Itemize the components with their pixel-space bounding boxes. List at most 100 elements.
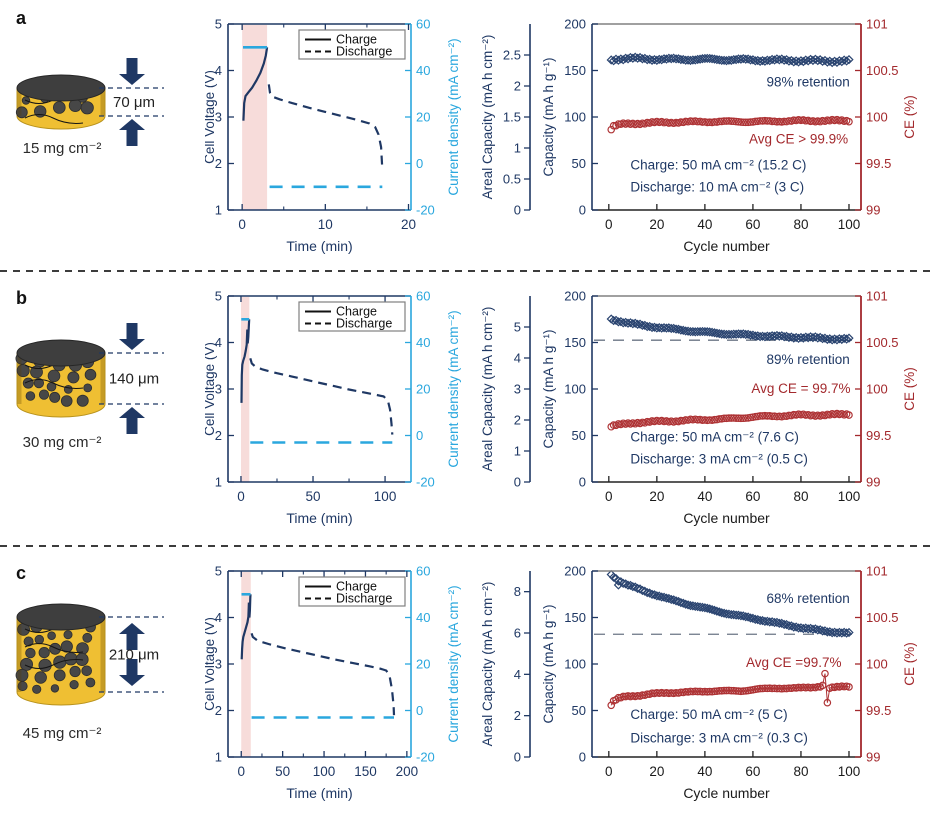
row-divider-2 xyxy=(0,545,931,547)
x-axis-label: Time (min) xyxy=(286,510,352,526)
electrode-cylinder xyxy=(15,603,106,706)
annotation: 89% retention xyxy=(767,352,850,367)
right-tick-label: 20 xyxy=(416,110,430,125)
ce-tick-label: 99 xyxy=(866,203,880,218)
panel-a: a 70 μm 15 mg cm⁻² 1 2 3 4 5 -20 0 20 40 60 0 10 20 Ti… xyxy=(0,0,931,272)
panel-label-b: b xyxy=(16,288,27,308)
capacity-tick-label: 150 xyxy=(564,610,586,625)
arrow-up-icon xyxy=(119,119,145,146)
areal-tick-label: 3 xyxy=(514,382,521,397)
ce-tick-label: 100 xyxy=(866,382,888,397)
electrode-schematic-svg-b: 140 μm 30 mg cm⁻² xyxy=(15,323,164,451)
ce-axis-label: CE (%) xyxy=(902,367,917,411)
x-tick-label: 100 xyxy=(374,489,397,504)
series xyxy=(240,593,396,719)
annotations: 98% retention Avg CE > 99.9% Charge: 50 mA… xyxy=(630,75,849,195)
areal-tick-label: 8 xyxy=(514,584,521,599)
capacity-tick-label: 200 xyxy=(564,564,586,579)
ce-tick-label: 101 xyxy=(866,17,888,32)
legend-label: Discharge xyxy=(336,592,392,606)
axes: 0 50 100 150 200 99 99.5 100 100.5 101 0 20 40 60 80 10… xyxy=(564,564,898,780)
areal-tick-label: 4 xyxy=(514,351,521,366)
right-tick-label: 20 xyxy=(416,382,430,397)
annotation: Discharge: 3 mA cm⁻² (0.3 C) xyxy=(630,730,807,745)
x-tick-label: 100 xyxy=(838,489,861,504)
current-axis-label: Current density (mA cm⁻²) xyxy=(446,310,461,467)
left-tick-label: 3 xyxy=(215,382,222,397)
capacity-tick-label: 200 xyxy=(564,17,586,32)
areal-tick-label: 0 xyxy=(514,750,521,765)
left-tick-label: 1 xyxy=(215,203,222,218)
areal-tick-label: 1.5 xyxy=(503,110,521,125)
areal-axis: 0 1 2 3 4 5 xyxy=(514,296,531,490)
x-tick-label: 20 xyxy=(649,217,664,232)
left-tick-label: 1 xyxy=(215,750,222,765)
left-tick-label: 3 xyxy=(215,110,222,125)
series xyxy=(606,52,854,134)
mass-loading-label: 15 mg cm⁻² xyxy=(23,140,102,157)
left-tick-label: 2 xyxy=(215,156,222,171)
areal-tick-label: 6 xyxy=(514,626,521,641)
right-tick-label: 40 xyxy=(416,63,430,78)
areal-tick-label: 0 xyxy=(514,475,521,490)
cycling-chart-c: 0 2 4 6 8 Areal Capacity (mA h cm⁻²) Capacity … xyxy=(440,547,931,814)
arrow-down-icon xyxy=(119,659,145,686)
series-capacity xyxy=(606,52,854,68)
thickness-label: 70 μm xyxy=(113,94,155,111)
x-tick-label: 80 xyxy=(793,217,808,232)
x-tick-label: 20 xyxy=(401,217,416,232)
left-tick-label: 2 xyxy=(215,703,222,718)
annotations: 89% retention Avg CE = 99.7% Charge: 50 mA… xyxy=(630,352,850,467)
panel-label-c: c xyxy=(16,563,27,583)
cycling-chart-svg-c: 0 2 4 6 8 Areal Capacity (mA h cm⁻²) Capacity … xyxy=(480,564,917,802)
annotation: Avg CE > 99.9% xyxy=(749,131,848,146)
capacity-axis-label: Capacity (mA h g⁻¹) xyxy=(541,605,556,724)
x-tick-label: 60 xyxy=(745,764,760,779)
right-tick-label: 0 xyxy=(416,156,423,171)
annotation: Charge: 50 mA cm⁻² (15.2 C) xyxy=(630,157,806,172)
ce-tick-label: 99 xyxy=(866,750,880,765)
thickness-label: 140 μm xyxy=(109,371,159,388)
annotation: Charge: 50 mA cm⁻² (7.6 C) xyxy=(630,429,798,444)
ce-tick-label: 99.5 xyxy=(866,156,891,171)
legend-label: Discharge xyxy=(336,45,392,59)
arrow-down-icon xyxy=(119,323,145,350)
legend-label: Charge xyxy=(336,580,377,594)
right-tick-label: 20 xyxy=(416,657,430,672)
axes: 1 2 3 4 5 -20 0 20 40 60 0 50 100 xyxy=(215,289,435,505)
series xyxy=(240,318,394,444)
capacity-axis-label: Capacity (mA h g⁻¹) xyxy=(541,330,556,449)
mass-loading-label: 45 mg cm⁻² xyxy=(23,725,102,742)
current-axis-label: Current density (mA cm⁻²) xyxy=(446,38,461,195)
x-tick-label: 20 xyxy=(649,764,664,779)
capacity-tick-label: 0 xyxy=(579,750,586,765)
panel-b: b 140 μm 30 mg cm⁻² 1 2 3 4 5 -20 0 20 40 60 0 50 100… xyxy=(0,272,931,547)
x-tick-label: 40 xyxy=(697,489,712,504)
thickness-markers xyxy=(99,323,164,434)
annotation: Charge: 50 mA cm⁻² (5 C) xyxy=(630,707,787,722)
areal-axis-label: Areal Capacity (mA h cm⁻²) xyxy=(480,307,495,472)
legend-label: Charge xyxy=(336,305,377,319)
x-tick-label: 0 xyxy=(238,217,246,232)
areal-tick-label: 2.5 xyxy=(503,48,521,63)
row-divider-1 xyxy=(0,270,931,272)
areal-tick-label: 2 xyxy=(514,708,521,723)
voltage-profile-chart-b: 1 2 3 4 5 -20 0 20 40 60 0 50 100 Time (min) Cell Volt… xyxy=(205,272,480,547)
ce-tick-label: 100 xyxy=(866,110,888,125)
x-tick-label: 0 xyxy=(605,217,613,232)
series xyxy=(606,569,854,710)
capacity-tick-label: 50 xyxy=(572,156,586,171)
areal-axis-label: Areal Capacity (mA h cm⁻²) xyxy=(480,582,495,747)
annotation: Avg CE = 99.7% xyxy=(751,381,850,396)
x-tick-label: 40 xyxy=(697,764,712,779)
right-tick-label: 60 xyxy=(416,564,430,579)
areal-tick-label: 1 xyxy=(514,444,521,459)
electrode-schematic-b: 140 μm 30 mg cm⁻² xyxy=(0,272,205,547)
right-tick-label: -20 xyxy=(416,203,435,218)
arrow-up-icon xyxy=(119,407,145,434)
right-tick-label: -20 xyxy=(416,750,435,765)
voltage-axis-label: Cell Voltage (V) xyxy=(205,342,217,436)
cycling-chart-b: 0 1 2 3 4 5 Areal Capacity (mA h cm⁻²) Capacity… xyxy=(440,272,931,547)
series-charge-voltage xyxy=(240,594,252,660)
x-tick-label: 50 xyxy=(306,489,321,504)
